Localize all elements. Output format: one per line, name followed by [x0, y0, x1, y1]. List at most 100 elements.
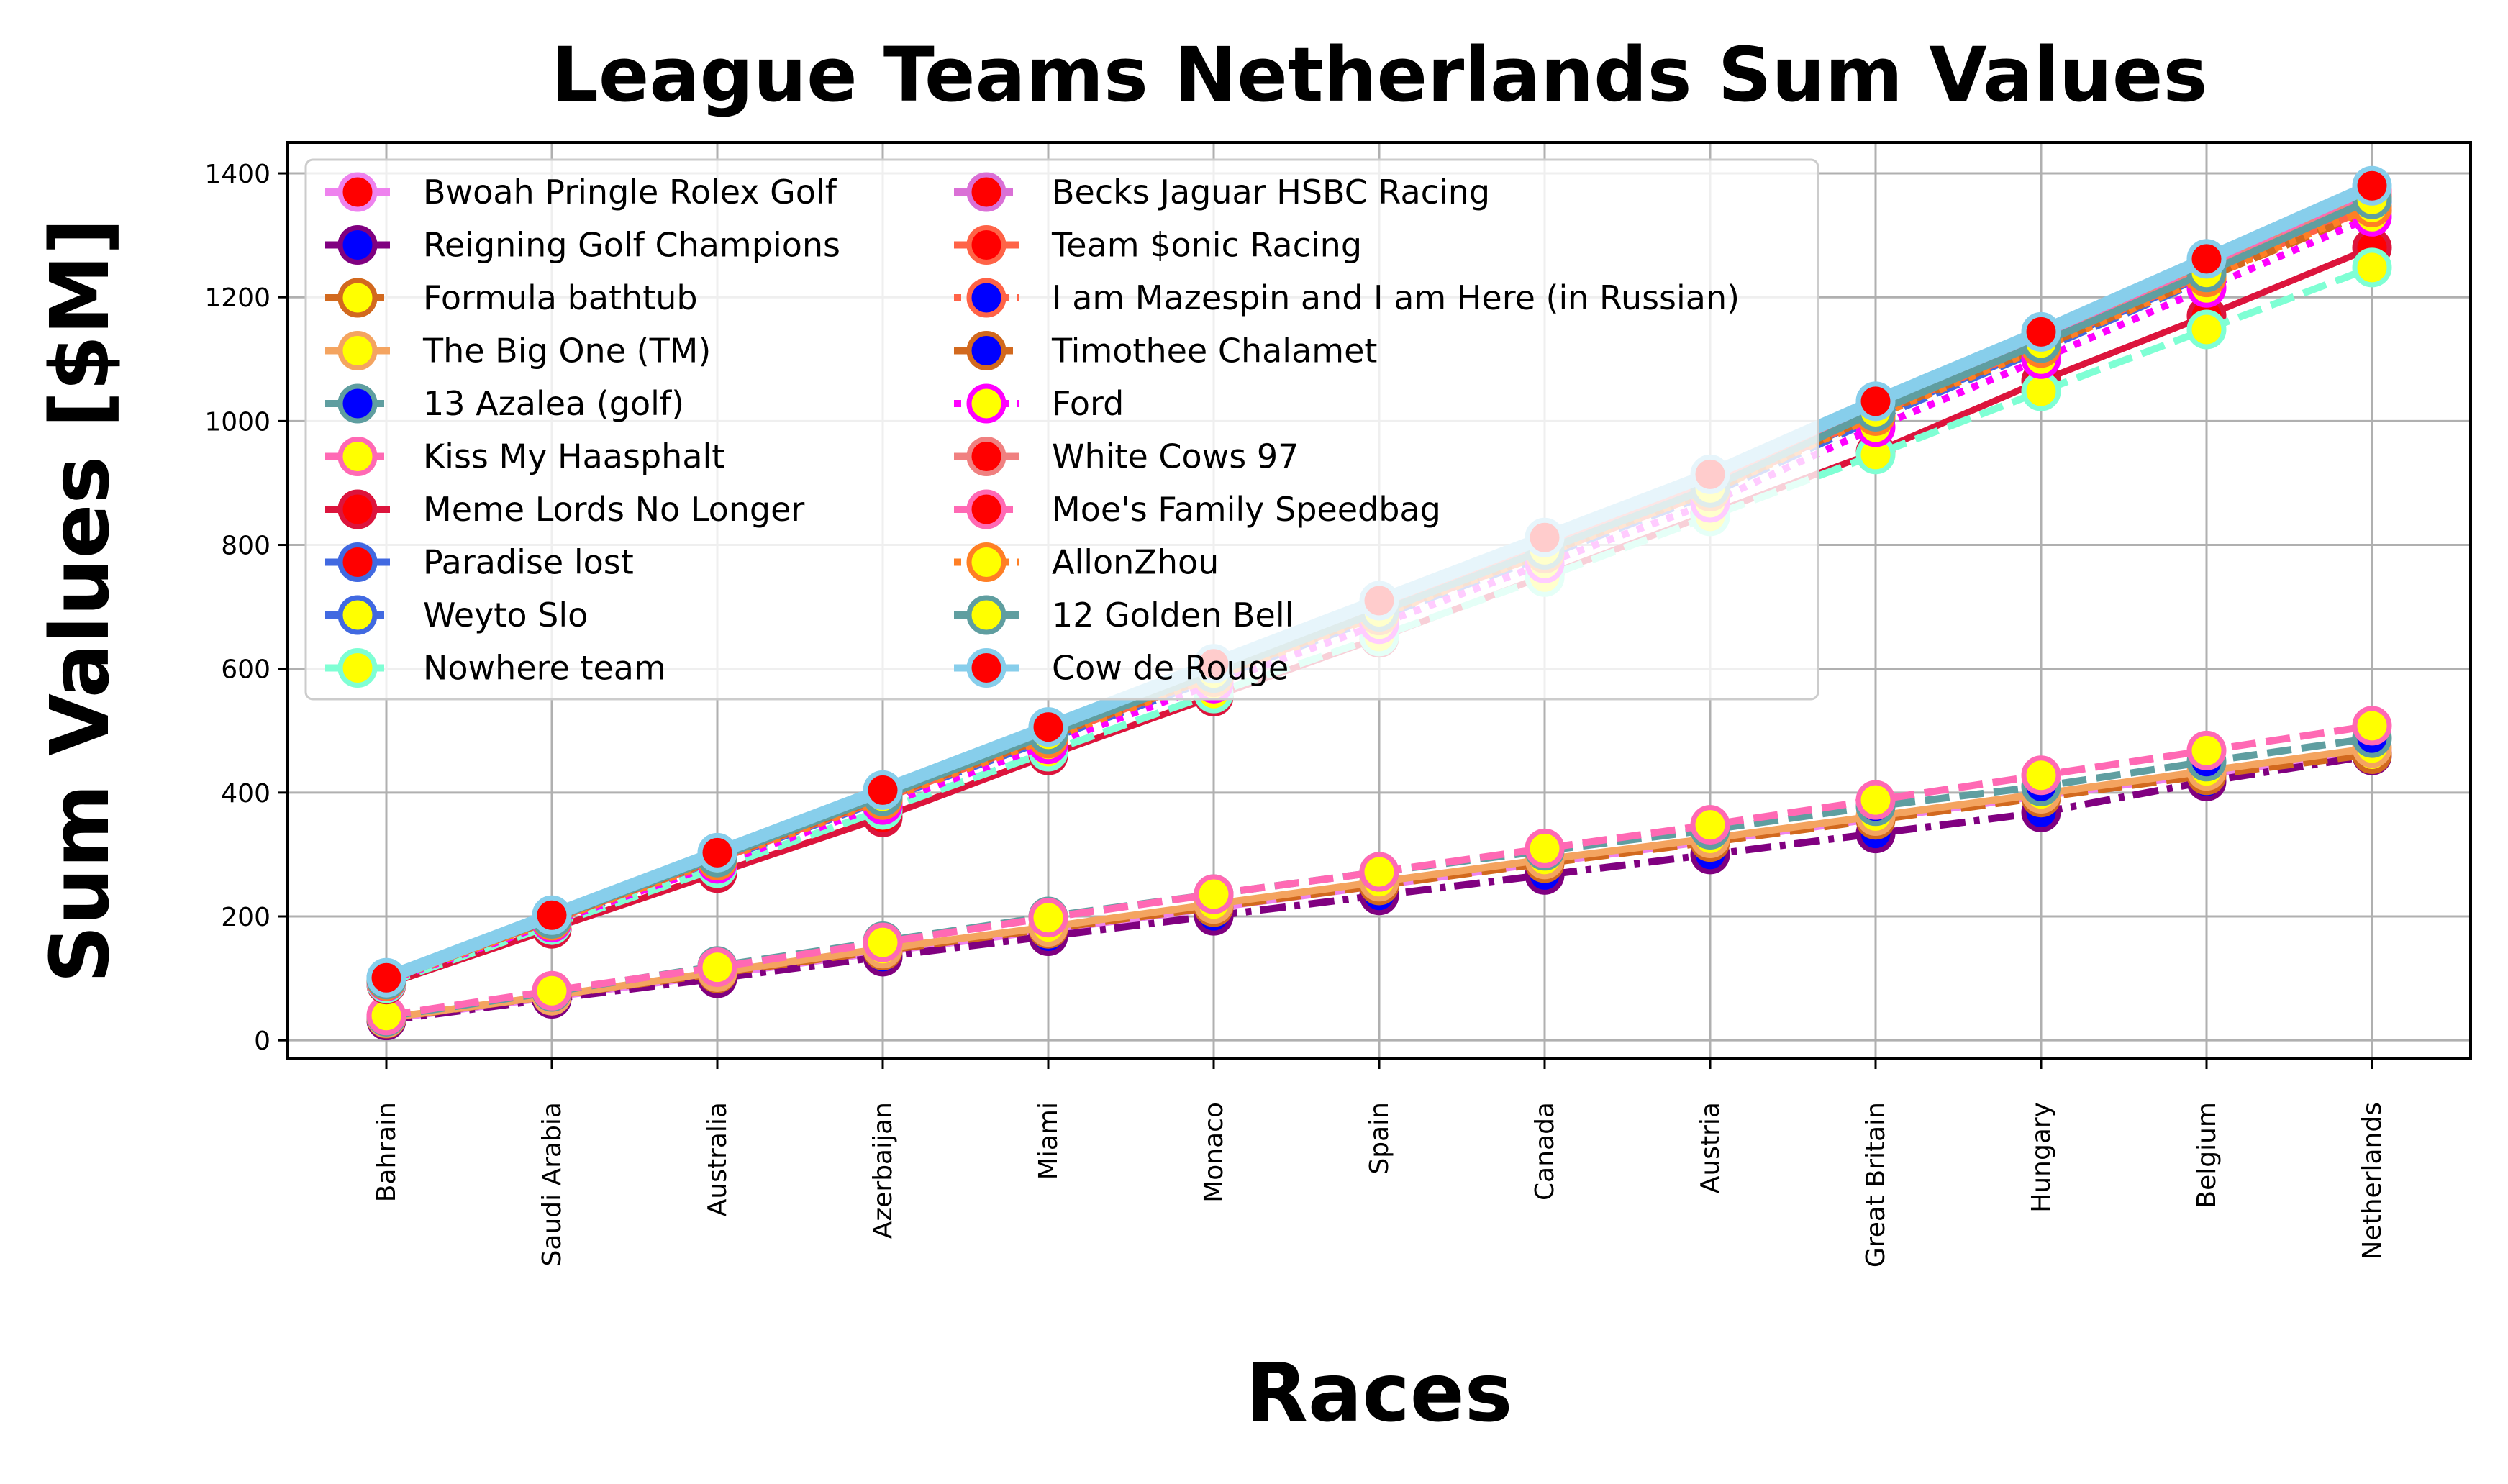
legend-label: White Cows 97	[1052, 437, 1299, 476]
legend-label: Paradise lost	[423, 543, 634, 582]
legend-label: The Big One (TM)	[422, 332, 711, 370]
legend-label: Formula bathtub	[423, 278, 698, 317]
legend-label: AllonZhou	[1052, 543, 1219, 582]
y-tick-label: 400	[221, 779, 271, 809]
data-point	[2186, 239, 2227, 279]
legend-label: 12 Golden Bell	[1052, 596, 1294, 634]
legend-item: Nowhere team	[325, 648, 666, 688]
data-point	[532, 895, 572, 935]
legend-label: Ford	[1052, 384, 1124, 423]
legend-marker	[966, 225, 1007, 265]
y-axis-ticks: 0 200 400 600 800 1000 1200 1400	[204, 160, 288, 1056]
legend-label: Moe's Family Speedbag	[1052, 490, 1441, 529]
legend-marker	[966, 542, 1007, 582]
x-tick-label: Belgium	[2192, 1102, 2222, 1208]
legend-label: Timothee Chalamet	[1051, 332, 1377, 370]
legend-item: AllonZhou	[954, 542, 1219, 582]
legend-item: Cow de Rouge	[954, 648, 1289, 688]
y-tick-label: 600	[221, 655, 271, 685]
legend-marker	[966, 595, 1007, 635]
legend: Bwoah Pringle Rolex Golf Reigning Golf Ch…	[304, 158, 1819, 701]
legend-marker	[966, 278, 1007, 318]
legend-marker	[337, 331, 378, 370]
x-tick-label: Monaco	[1199, 1102, 1229, 1203]
legend-label: Cow de Rouge	[1052, 649, 1289, 688]
y-tick-label: 1400	[204, 160, 271, 189]
legend-box	[304, 158, 1819, 701]
legend-marker	[966, 331, 1007, 370]
data-point	[1855, 381, 1896, 422]
legend-label: I am Mazespin and I am Here (in Russian)	[1052, 278, 1740, 317]
data-point	[2021, 311, 2061, 352]
data-point	[2352, 706, 2392, 746]
y-tick-label: 0	[254, 1026, 271, 1056]
data-point	[2186, 730, 2227, 770]
x-tick-label: Netherlands	[2358, 1102, 2387, 1260]
legend-item: Kiss My Haasphalt	[325, 437, 724, 476]
legend-label: Weyto Slo	[423, 596, 588, 634]
legend-item: The Big One (TM)	[325, 331, 711, 370]
legend-item: Formula bathtub	[325, 278, 698, 318]
legend-item: Meme Lords No Longer	[325, 489, 804, 529]
legend-item: 12 Golden Bell	[954, 595, 1294, 635]
data-point	[2021, 755, 2061, 796]
data-point	[2352, 165, 2392, 206]
legend-item: Becks Jaguar HSBC Racing	[954, 172, 1490, 212]
y-tick-label: 800	[221, 532, 271, 561]
legend-marker	[337, 542, 378, 582]
legend-item: Reigning Golf Champions	[325, 225, 840, 265]
legend-marker	[337, 595, 378, 635]
legend-item: Weyto Slo	[325, 595, 588, 635]
legend-item: Moe's Family Speedbag	[954, 489, 1441, 529]
legend-marker	[337, 383, 378, 424]
legend-item: Bwoah Pringle Rolex Golf	[325, 172, 838, 212]
legend-label: Bwoah Pringle Rolex Golf	[423, 173, 838, 211]
x-tick-label: Miami	[1034, 1102, 1063, 1180]
x-axis-ticks: Bahrain Saudi Arabia Australia Azerbaijan Mi…	[372, 1059, 2387, 1267]
data-point	[1690, 805, 1730, 845]
x-tick-label: Australia	[703, 1102, 732, 1216]
legend-item: I am Mazespin and I am Here (in Russian)	[954, 278, 1740, 318]
x-tick-label: Great Britain	[1861, 1102, 1891, 1267]
data-point	[2186, 309, 2227, 350]
x-axis-label: Races	[1246, 1347, 1513, 1440]
legend-marker	[337, 278, 378, 318]
y-axis-label: Sum Values [$M]	[34, 218, 127, 983]
legend-marker	[337, 437, 378, 476]
data-point	[2352, 247, 2392, 288]
data-point	[1028, 707, 1068, 747]
legend-item: Paradise lost	[325, 542, 634, 582]
y-tick-label: 1200	[204, 283, 271, 313]
data-point	[863, 922, 903, 962]
legend-marker	[966, 172, 1007, 212]
legend-marker	[337, 225, 378, 265]
x-tick-label: Saudi Arabia	[537, 1102, 567, 1266]
x-tick-label: Azerbaijan	[868, 1102, 898, 1239]
legend-marker	[337, 489, 378, 529]
data-point	[366, 957, 406, 998]
legend-label: Meme Lords No Longer	[423, 490, 804, 529]
x-tick-label: Bahrain	[372, 1102, 401, 1202]
data-point	[532, 970, 572, 1011]
x-tick-label: Austria	[1696, 1102, 1725, 1193]
data-point	[1525, 828, 1565, 868]
legend-label: Nowhere team	[423, 649, 666, 688]
data-point	[863, 770, 903, 810]
legend-marker	[966, 489, 1007, 529]
legend-item: 13 Azalea (golf)	[325, 383, 684, 424]
y-tick-label: 1000	[204, 407, 271, 437]
legend-item: White Cows 97	[954, 437, 1299, 476]
legend-label: 13 Azalea (golf)	[423, 384, 684, 423]
plot-frame	[286, 141, 2472, 1060]
data-point	[1359, 852, 1399, 892]
legend-marker	[337, 648, 378, 688]
data-point	[1028, 898, 1068, 938]
data-point	[1855, 780, 1896, 820]
series-5	[366, 706, 2392, 1036]
legend-item: Team $onic Racing	[954, 225, 1362, 265]
legend-marker	[337, 172, 378, 212]
x-tick-label: Spain	[1365, 1102, 1394, 1175]
data-point	[697, 832, 737, 873]
legend-marker	[966, 383, 1007, 424]
